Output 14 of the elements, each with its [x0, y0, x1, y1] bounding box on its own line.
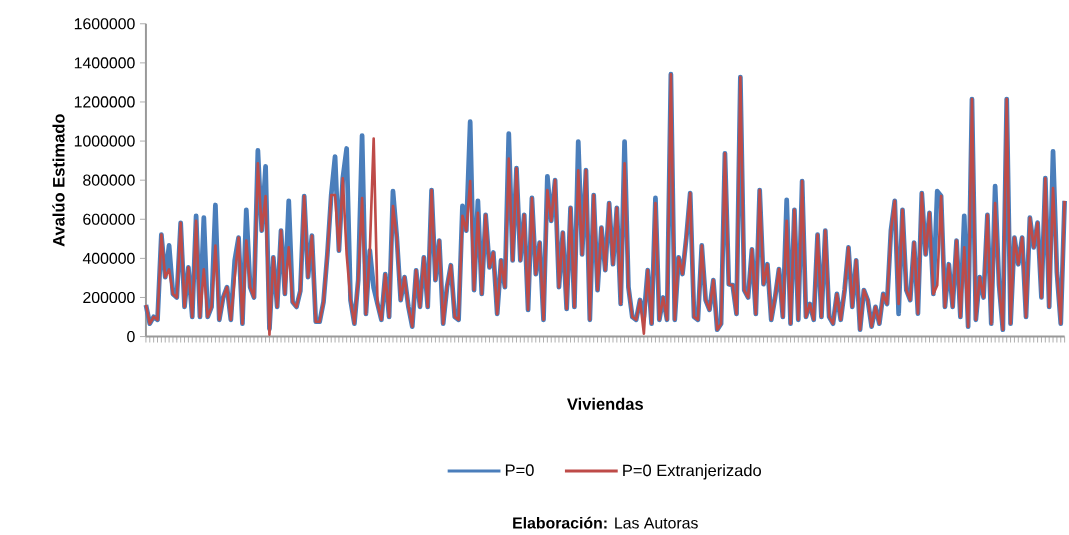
y-axis-title: Avalúo Estimado	[52, 114, 65, 247]
text: Elaboración: Las Autoras	[513, 517, 698, 529]
y-tick-label: 1200000	[74, 96, 135, 108]
y-tick-label: 600000	[83, 213, 135, 226]
y-tick-label: 1400000	[74, 57, 135, 69]
y-tick-label: 1600000	[74, 18, 135, 30]
y-tick-label: 200000	[83, 292, 135, 304]
legend-label: P=0 Extranjerizado	[623, 464, 761, 480]
y-tick-label: 800000	[83, 174, 135, 186]
legend-label: P=0	[505, 464, 534, 477]
y-tick-label: 0	[127, 331, 135, 343]
y-tick-label: 1000000	[74, 135, 135, 147]
x-axis-title: Viviendas	[567, 397, 643, 411]
y-tick-label: 400000	[82, 252, 135, 265]
